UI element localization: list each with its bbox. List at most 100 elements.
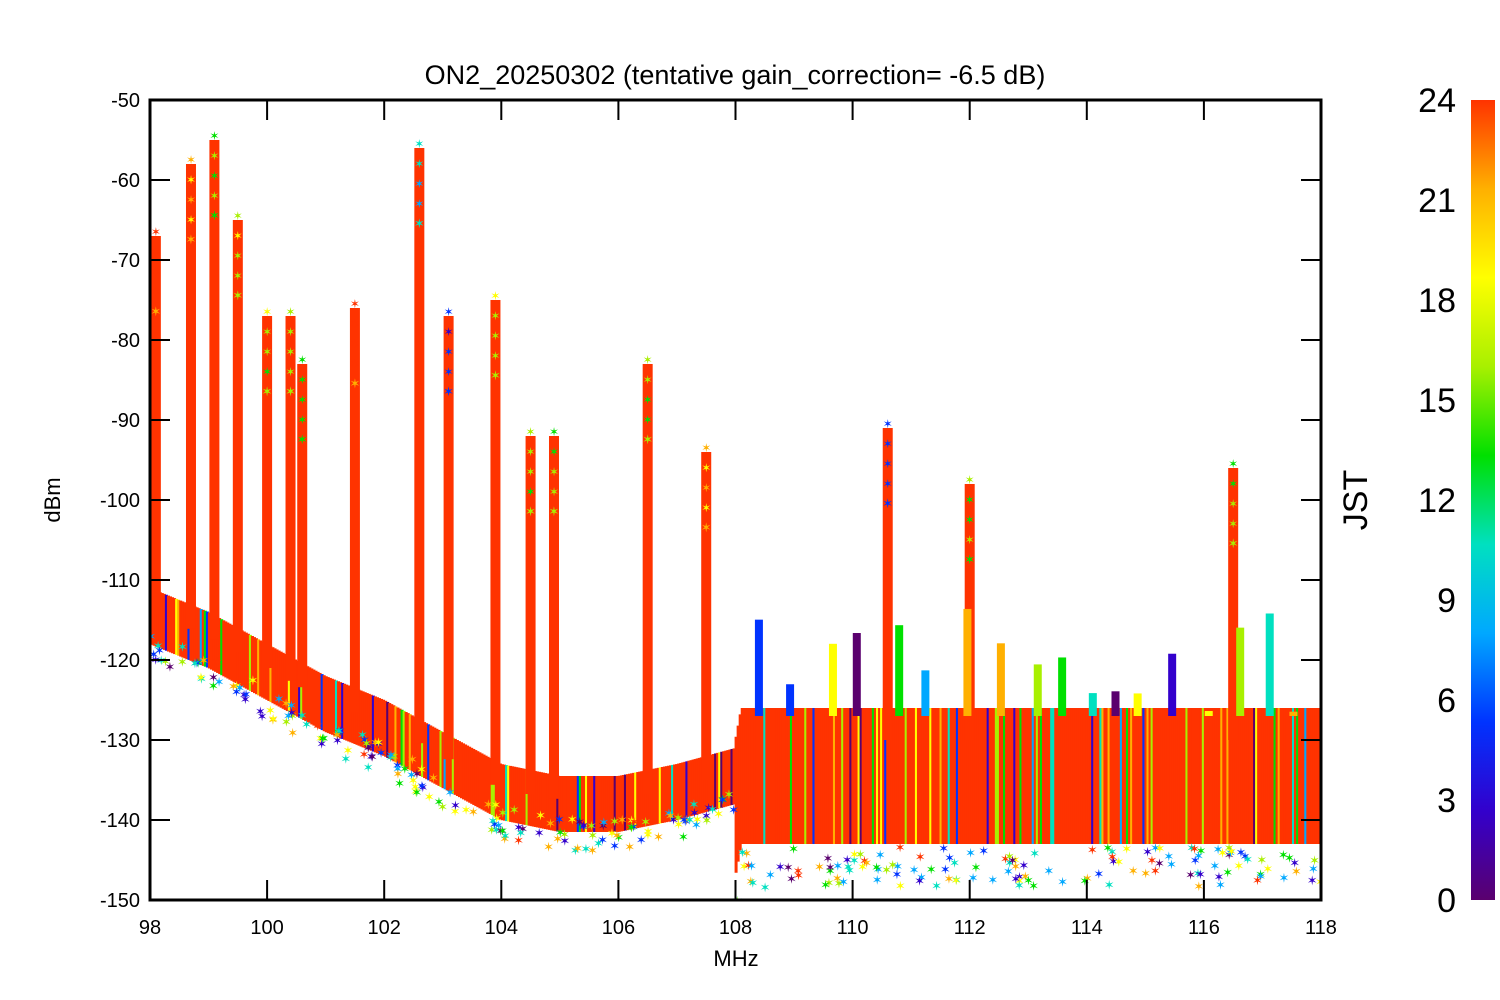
noise-point: ✶ <box>450 805 461 820</box>
noise-point: ✶ <box>861 857 872 872</box>
peak-point: ✶ <box>350 357 360 371</box>
noise-point: ✶ <box>559 834 570 849</box>
peak-point: ✶ <box>209 189 219 203</box>
noise-point: ✶ <box>257 710 268 725</box>
band-signal <box>754 619 763 716</box>
noise-point: ✶ <box>1284 851 1295 866</box>
peak-point: ✶ <box>297 393 307 407</box>
noise-point: ✶ <box>717 794 728 809</box>
noise-point: ✶ <box>360 738 371 753</box>
noise-point: ✶ <box>1057 876 1068 891</box>
noise-point: ✶ <box>909 863 920 878</box>
noise-point: ✶ <box>723 788 734 803</box>
noise-point: ✶ <box>509 804 520 819</box>
band-signal <box>1289 711 1298 716</box>
noise-point: ✶ <box>914 874 925 889</box>
noise-point: ✶ <box>786 873 797 888</box>
peak-point: ✶ <box>151 245 161 259</box>
noise-point: ✶ <box>385 751 396 766</box>
noise-point: ✶ <box>643 829 654 844</box>
noise-point: ✶ <box>951 874 962 889</box>
y-tick-label: -80 <box>111 330 140 352</box>
noise-point: ✶ <box>838 876 849 891</box>
noise-point: ✶ <box>392 759 403 774</box>
chart-title: ON2_20250302 (tentative gain_correction=… <box>425 60 1046 90</box>
peak-point: ✶ <box>526 485 536 499</box>
noise-point: ✶ <box>1004 856 1015 871</box>
noise-point: ✶ <box>978 845 989 860</box>
peak-column <box>285 316 296 681</box>
noise-point: ✶ <box>855 848 866 863</box>
peak-point: ✶ <box>151 265 161 279</box>
noise-point: ✶ <box>1147 854 1158 869</box>
noise-point: ✶ <box>673 812 684 827</box>
noise-point: ✶ <box>1315 875 1326 890</box>
noise-point: ✶ <box>1278 872 1289 887</box>
band-signal <box>1204 711 1213 716</box>
noise-point: ✶ <box>1113 856 1124 871</box>
peak-point: ✶ <box>414 197 424 211</box>
noise-point: ✶ <box>609 815 620 830</box>
peak-point: ✶ <box>186 173 196 187</box>
noise-point: ✶ <box>673 818 684 833</box>
colorbar-ticks: 0 3 6 9 12 15 18 21 24 <box>1418 82 1456 920</box>
noise-point: ✶ <box>832 872 843 887</box>
peak-top-point: ✶ <box>262 385 273 400</box>
peak-point: ✶ <box>526 465 536 479</box>
band-signal <box>1168 653 1177 716</box>
noise-point: ✶ <box>628 821 639 836</box>
noise-point: ✶ <box>1193 849 1204 864</box>
noise-point: ✶ <box>741 847 752 862</box>
noise-point: ✶ <box>148 648 159 663</box>
peak-point: ✶ <box>883 477 893 491</box>
noise-point: ✶ <box>607 827 618 842</box>
noise-point: ✶ <box>489 818 500 833</box>
noise-point: ✶ <box>363 761 374 776</box>
noise-point: ✶ <box>190 657 201 672</box>
noise-point: ✶ <box>609 840 620 855</box>
noise-point: ✶ <box>1213 843 1224 858</box>
noise-point: ✶ <box>301 718 312 733</box>
noise-point: ✶ <box>703 801 714 816</box>
noise-point: ✶ <box>283 709 294 724</box>
noise-points: ✶✶✶✶✶✶✶✶✶✶✶✶✶✶✶✶✶✶✶✶✶✶✶✶✶✶✶✶✶✶✶✶✶✶✶✶✶✶✶ ✶… <box>145 630 1326 900</box>
noise-point: ✶ <box>814 860 825 875</box>
peak-point: ✶ <box>1228 457 1238 471</box>
peak-point: ✶ <box>297 373 307 387</box>
peak-point: ✶ <box>701 441 711 455</box>
peak-point: ✶ <box>549 425 559 439</box>
noise-point: ✶ <box>881 863 892 878</box>
colorbar-tick-label: 0 <box>1437 882 1456 920</box>
noise-point: ✶ <box>1309 854 1320 869</box>
noise-point: ✶ <box>145 630 156 645</box>
noise-point: ✶ <box>971 861 982 876</box>
noise-point: ✶ <box>689 807 700 822</box>
peak-column <box>443 316 454 760</box>
noise-point: ✶ <box>376 747 387 762</box>
peak-column <box>490 300 501 785</box>
noise-point: ✶ <box>892 860 903 875</box>
noise-point: ✶ <box>1252 874 1263 889</box>
noise-point: ✶ <box>517 822 528 837</box>
noise-point: ✶ <box>1102 841 1113 856</box>
colorbar-tick-label: 15 <box>1418 382 1456 420</box>
noise-point: ✶ <box>286 699 297 714</box>
band-signal <box>786 684 795 716</box>
peak-point: ✶ <box>233 209 243 223</box>
noise-point: ✶ <box>692 813 703 828</box>
noise-point: ✶ <box>410 780 421 795</box>
peak-point: ✶ <box>1228 477 1238 491</box>
noise-point: ✶ <box>624 841 635 856</box>
noise-point: ✶ <box>1226 845 1237 860</box>
noise-point: ✶ <box>343 744 354 759</box>
noise-point: ✶ <box>1308 863 1319 878</box>
noise-point: ✶ <box>255 705 266 720</box>
noise-point: ✶ <box>783 861 794 876</box>
noise-point: ✶ <box>1236 846 1247 861</box>
noise-point: ✶ <box>820 878 831 893</box>
noise-point: ✶ <box>428 772 439 787</box>
peak-point: ✶ <box>350 337 360 351</box>
noise-point: ✶ <box>1224 842 1235 857</box>
noise-point: ✶ <box>1150 864 1161 879</box>
